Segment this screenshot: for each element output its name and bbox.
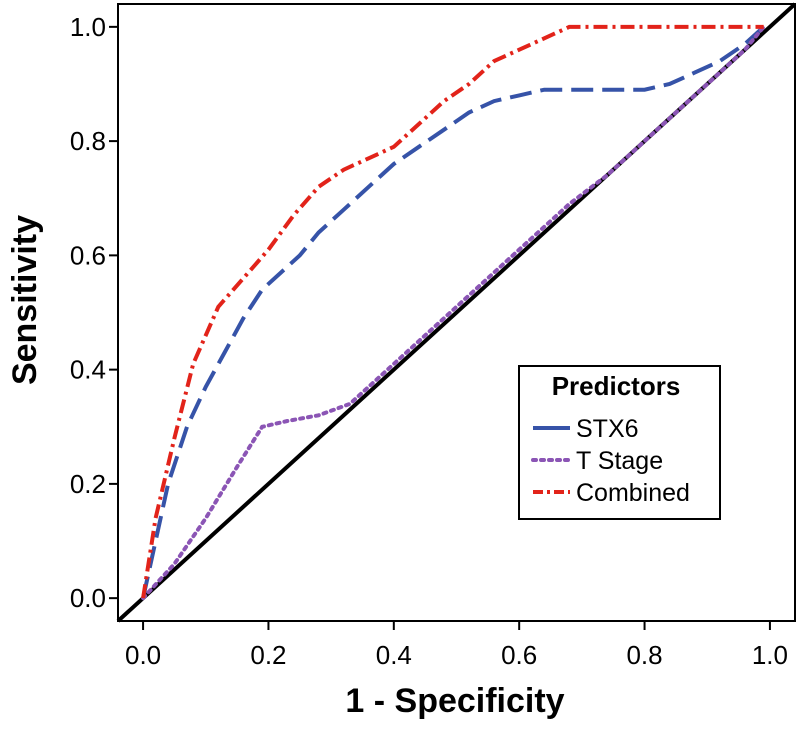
plot-frame xyxy=(117,3,796,622)
legend-label: T Stage xyxy=(576,447,663,475)
x-tick-label: 0.2 xyxy=(250,640,286,670)
legend-title: Predictors xyxy=(552,371,681,401)
y-tick-label: 0.2 xyxy=(70,469,106,499)
plot-area xyxy=(116,2,796,623)
legend-box xyxy=(518,365,721,520)
series-line-combined xyxy=(141,24,764,599)
legend-label: STX6 xyxy=(576,415,639,443)
y-tick-label: 1.0 xyxy=(70,12,106,42)
series-line-stx6 xyxy=(141,25,766,599)
y-tick-label: 0.4 xyxy=(70,355,106,385)
x-tick-label: 0.4 xyxy=(376,640,412,670)
series-line-t-stage xyxy=(141,24,766,601)
y-tick-label: 0.6 xyxy=(70,240,106,270)
y-tick-label: 0.8 xyxy=(70,126,106,156)
x-tick-label: 0.6 xyxy=(501,640,537,670)
x-tick-label: 1.0 xyxy=(752,640,788,670)
x-tick-label: 0.0 xyxy=(125,640,161,670)
legend: Predictors STX6 T Stage Combined xyxy=(518,365,721,520)
x-tick-label: 0.8 xyxy=(626,640,662,670)
x-axis-title: 1 - Specificity xyxy=(345,682,564,720)
legend-label: Combined xyxy=(576,479,690,507)
axes: 0.0 0.2 0.4 0.6 0.8 1.0 0.0 0.2 0.4 0.6 0.8 1.0 xyxy=(70,3,796,670)
y-tick-label: 0.0 xyxy=(70,583,106,613)
y-axis-title: Sensitivity xyxy=(6,215,44,385)
legend-entries: STX6 T Stage Combined xyxy=(531,415,690,507)
